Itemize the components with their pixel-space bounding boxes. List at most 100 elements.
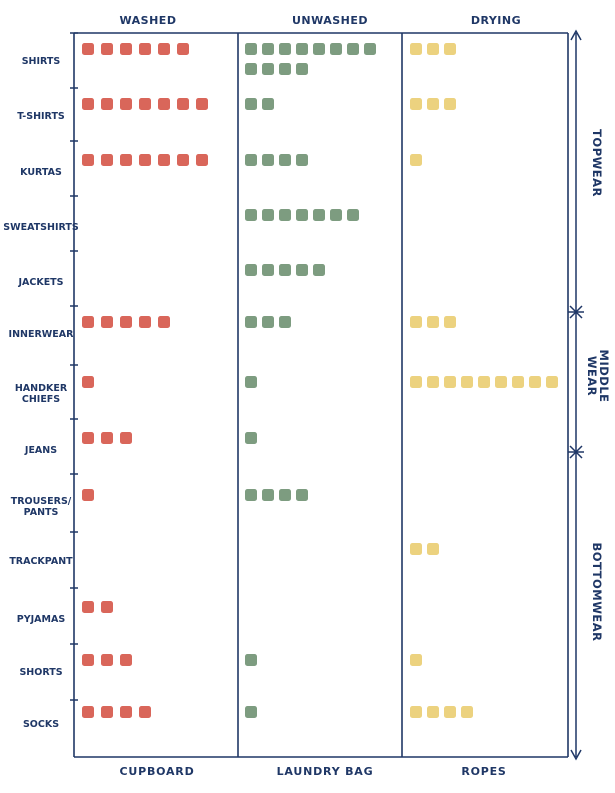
mark-washed-5-3 [139,316,151,328]
mark-unwashed-8-3 [296,489,308,501]
mark-washed-2-2 [120,154,132,166]
group-bracket-arrow-top [570,29,582,41]
mark-washed-1-4 [158,98,170,110]
mark-drying-12-2 [444,706,456,718]
mark-drying-6-6 [512,376,524,388]
mark-unwashed-0-4 [313,43,325,55]
row-label: TRACKPANT [9,556,73,567]
mark-washed-1-3 [139,98,151,110]
mark-washed-10-1 [101,601,113,613]
mark-washed-7-2 [120,432,132,444]
mark-washed-5-2 [120,316,132,328]
mark-washed-5-0 [82,316,94,328]
mark-washed-2-6 [196,154,208,166]
mark-drying-6-7 [529,376,541,388]
mark-drying-1-2 [444,98,456,110]
column-header-washed: WASHED [120,14,177,27]
mark-drying-6-5 [495,376,507,388]
mark-washed-12-3 [139,706,151,718]
mark-unwashed-0-1 [262,43,274,55]
row-label: JACKETS [17,277,63,288]
mark-washed-1-6 [196,98,208,110]
row-label: T-SHIRTS [17,111,65,122]
mark-unwashed-3-0 [245,209,257,221]
mark-unwashed-3-6 [347,209,359,221]
mark-washed-12-1 [101,706,113,718]
mark-unwashed-3-2 [279,209,291,221]
mark-drying-5-2 [444,316,456,328]
mark-drying-6-2 [444,376,456,388]
mark-drying-0-1 [427,43,439,55]
mark-washed-0-1 [101,43,113,55]
mark-unwashed-0-5 [330,43,342,55]
mark-drying-6-1 [427,376,439,388]
mark-unwashed-4-0 [245,264,257,276]
mark-washed-2-0 [82,154,94,166]
mark-drying-9-1 [427,543,439,555]
mark-unwashed-2-0 [245,154,257,166]
row-label: HANDKER CHIEFS [15,383,68,405]
mark-drying-0-2 [444,43,456,55]
mark-unwashed-0-8 [245,63,257,75]
mark-unwashed-4-2 [279,264,291,276]
mark-unwashed-0-2 [279,43,291,55]
mark-drying-6-4 [478,376,490,388]
mark-unwashed-3-3 [296,209,308,221]
mark-washed-5-4 [158,316,170,328]
row-label: JEANS [24,445,57,456]
mark-unwashed-8-2 [279,489,291,501]
mark-washed-1-2 [120,98,132,110]
row-label: TROUSERS/PANTS [11,496,72,518]
location-label-ropes: ROPES [461,765,506,778]
mark-unwashed-11-0 [245,654,257,666]
mark-washed-6-0 [82,376,94,388]
mark-washed-1-1 [101,98,113,110]
mark-unwashed-6-0 [245,376,257,388]
mark-washed-2-5 [177,154,189,166]
mark-drying-12-0 [410,706,422,718]
mark-washed-10-0 [82,601,94,613]
row-label: SWEATSHIRTS [3,222,79,233]
mark-unwashed-5-0 [245,316,257,328]
mark-washed-2-4 [158,154,170,166]
mark-unwashed-1-1 [262,98,274,110]
row-label: INNERWEAR [9,329,75,340]
mark-unwashed-0-3 [296,43,308,55]
mark-washed-5-1 [101,316,113,328]
mark-washed-0-2 [120,43,132,55]
mark-washed-11-2 [120,654,132,666]
group-bracket [568,29,584,761]
mark-drying-6-3 [461,376,473,388]
mark-washed-0-0 [82,43,94,55]
mark-drying-0-0 [410,43,422,55]
mark-unwashed-2-3 [296,154,308,166]
mark-washed-0-5 [177,43,189,55]
group-labels: TOPWEAR MIDDLEWEAR BOTTOMWEAR [585,129,611,641]
mark-unwashed-3-5 [330,209,342,221]
mark-washed-2-1 [101,154,113,166]
mark-washed-7-0 [82,432,94,444]
mark-unwashed-0-6 [347,43,359,55]
row-label: SHORTS [19,667,62,678]
mark-unwashed-0-10 [279,63,291,75]
column-header-unwashed: UNWASHED [292,14,368,27]
mark-unwashed-5-1 [262,316,274,328]
mark-unwashed-4-3 [296,264,308,276]
mark-drying-6-0 [410,376,422,388]
mark-washed-8-0 [82,489,94,501]
group-label-0: TOPWEAR [590,129,604,197]
mark-washed-1-0 [82,98,94,110]
mark-unwashed-8-0 [245,489,257,501]
mark-unwashed-2-2 [279,154,291,166]
mark-washed-12-0 [82,706,94,718]
row-label: KURTAS [20,167,62,178]
mark-washed-11-0 [82,654,94,666]
mark-washed-11-1 [101,654,113,666]
mark-unwashed-1-0 [245,98,257,110]
chart-marks [82,43,558,718]
mark-unwashed-0-11 [296,63,308,75]
mark-drying-1-1 [427,98,439,110]
mark-unwashed-5-2 [279,316,291,328]
mark-drying-12-3 [461,706,473,718]
column-header-drying: DRYING [471,14,521,27]
